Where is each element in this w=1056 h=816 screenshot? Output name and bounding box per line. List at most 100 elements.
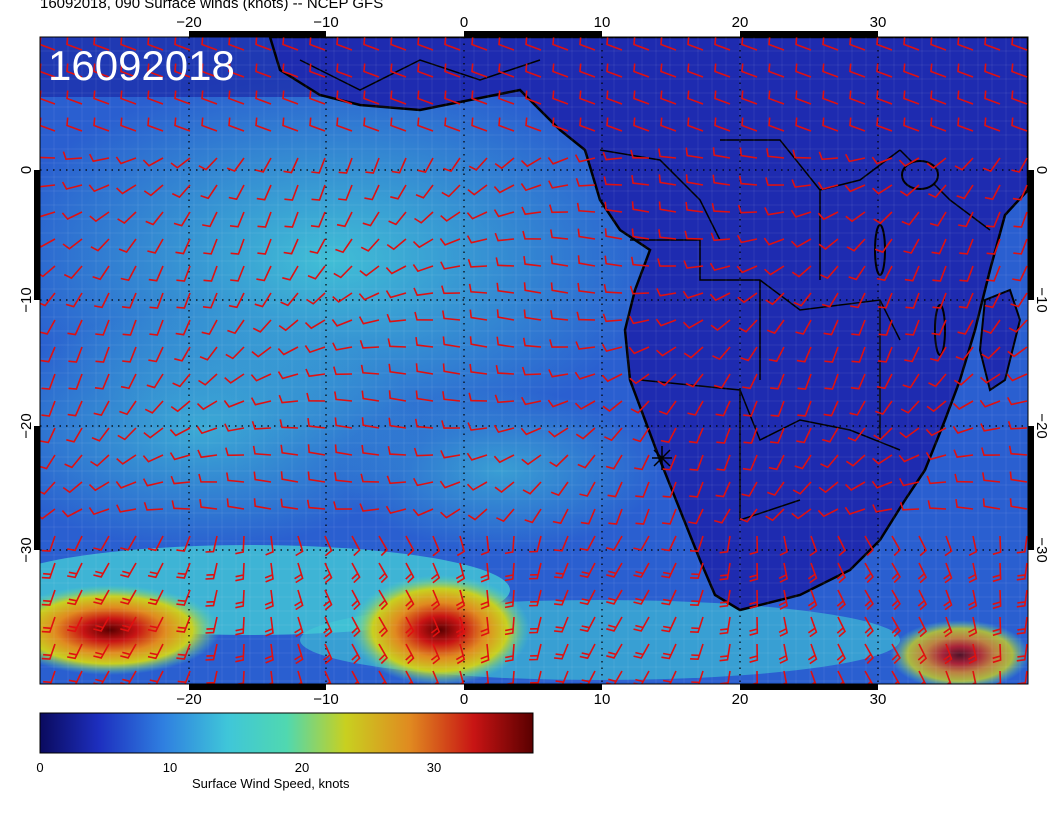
wind-barb bbox=[62, 238, 83, 250]
wind-barb bbox=[606, 90, 623, 105]
wind-barb bbox=[602, 151, 623, 161]
wind-barb bbox=[283, 238, 299, 255]
wind-barb bbox=[255, 37, 272, 51]
wind-barb bbox=[878, 319, 893, 336]
wind-barb bbox=[466, 452, 488, 461]
wind-barb bbox=[279, 419, 299, 429]
wind-barb bbox=[608, 508, 623, 525]
wind-barb bbox=[778, 562, 789, 583]
wind-barb bbox=[174, 90, 191, 105]
wind-barb bbox=[471, 90, 488, 105]
wind-barb bbox=[876, 37, 893, 51]
wind-barb bbox=[658, 148, 677, 159]
wind-barb bbox=[255, 117, 272, 132]
wind-barb bbox=[715, 400, 731, 417]
wind-barb bbox=[713, 373, 731, 389]
wind-barb bbox=[388, 390, 407, 402]
wind-barb bbox=[992, 643, 1002, 664]
wind-barb bbox=[957, 117, 974, 132]
wind-barb bbox=[1016, 643, 1028, 662]
wind-barb bbox=[737, 292, 758, 304]
wind-barb bbox=[891, 670, 901, 684]
wind-barb bbox=[430, 643, 441, 665]
wind-barb bbox=[224, 373, 245, 384]
wind-barb bbox=[265, 535, 274, 556]
wind-barb bbox=[323, 589, 333, 611]
wind-barb bbox=[257, 211, 272, 228]
wind-barb bbox=[175, 238, 191, 255]
wind-barb bbox=[690, 535, 704, 553]
wind-barb bbox=[765, 177, 785, 186]
wind-barb bbox=[176, 643, 191, 660]
wind-barb bbox=[818, 151, 839, 161]
wind-barb bbox=[823, 400, 839, 417]
wind-barb bbox=[523, 282, 542, 294]
wind-barb bbox=[405, 616, 415, 638]
wind-barb bbox=[992, 535, 1002, 556]
wind-barb bbox=[40, 508, 56, 520]
wind-barb bbox=[849, 37, 866, 51]
wind-barb bbox=[228, 90, 245, 105]
wind-barb bbox=[41, 616, 56, 633]
wind-barb bbox=[294, 616, 304, 638]
wind-barb bbox=[741, 481, 758, 497]
wind-barb bbox=[662, 508, 677, 525]
wind-barb bbox=[768, 90, 785, 105]
wind-barb bbox=[440, 261, 461, 270]
wind-barb bbox=[844, 153, 866, 163]
wind-barb bbox=[601, 373, 623, 383]
wind-barb bbox=[471, 37, 488, 51]
wind-barb bbox=[550, 255, 569, 267]
wind-barb bbox=[201, 37, 218, 51]
lat-label-right: 0 bbox=[1033, 166, 1050, 174]
wind-barb bbox=[385, 505, 407, 515]
wind-barb bbox=[442, 336, 461, 348]
wind-barb bbox=[1009, 471, 1028, 483]
wind-barb bbox=[147, 616, 164, 633]
wind-barb bbox=[930, 90, 947, 105]
wind-barb bbox=[657, 373, 677, 387]
wind-barb bbox=[552, 508, 569, 525]
wind-barb bbox=[405, 589, 415, 611]
wind-barb bbox=[554, 535, 569, 552]
wind-barb bbox=[918, 535, 928, 557]
wind-barb bbox=[120, 562, 137, 578]
wind-barb bbox=[719, 535, 731, 554]
wind-barb bbox=[201, 117, 218, 132]
wind-barb bbox=[579, 117, 596, 132]
wind-barb bbox=[118, 238, 137, 253]
wind-barb bbox=[901, 211, 920, 226]
wind-barb bbox=[390, 184, 407, 200]
wind-barb bbox=[719, 616, 731, 635]
wind-barb bbox=[658, 229, 677, 240]
wind-barb bbox=[821, 427, 839, 443]
wind-barb bbox=[931, 238, 947, 255]
wind-barb bbox=[795, 117, 812, 132]
wind-barb bbox=[657, 258, 677, 267]
wind-barb bbox=[225, 346, 245, 360]
wind-barb bbox=[93, 643, 110, 659]
wind-barb bbox=[466, 481, 488, 491]
wind-barb bbox=[415, 363, 434, 375]
wind-barb bbox=[62, 151, 83, 161]
wind-barb bbox=[716, 427, 731, 444]
wind-barb bbox=[770, 400, 785, 417]
wind-barb bbox=[529, 589, 542, 607]
wind-barb bbox=[205, 643, 218, 661]
wind-barb bbox=[943, 589, 953, 611]
wind-barb bbox=[690, 562, 704, 580]
wind-barb bbox=[310, 211, 326, 228]
wind-barb bbox=[250, 373, 272, 382]
wind-barb bbox=[67, 535, 83, 552]
wind-barb bbox=[122, 319, 137, 336]
wind-barb bbox=[521, 206, 542, 216]
wind-barb bbox=[307, 417, 326, 429]
wind-barb bbox=[525, 37, 542, 51]
wind-barb bbox=[604, 201, 623, 213]
wind-barb bbox=[172, 373, 191, 388]
wind-barb bbox=[579, 90, 596, 105]
wind-barb bbox=[604, 255, 623, 267]
wind-barb bbox=[602, 313, 623, 323]
wind-barb bbox=[850, 292, 866, 309]
